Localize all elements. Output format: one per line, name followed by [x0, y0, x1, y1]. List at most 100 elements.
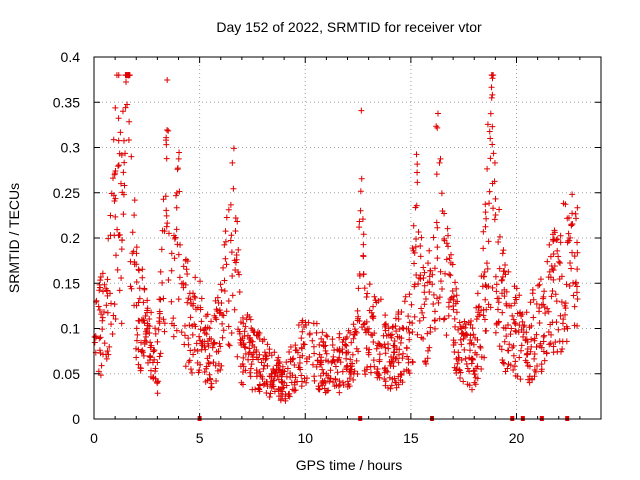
- data-point: [256, 368, 263, 375]
- x-tick-labels: 0 5 10 15 20: [90, 430, 524, 446]
- data-point: [343, 349, 350, 356]
- data-point: [223, 261, 230, 268]
- data-point: [508, 325, 515, 332]
- data-point: [97, 284, 104, 291]
- data-point: [546, 268, 553, 275]
- data-point: [426, 344, 433, 351]
- data-point: [170, 333, 177, 340]
- data-point: [371, 363, 378, 370]
- data-point: [520, 329, 527, 336]
- data-point: [549, 266, 556, 273]
- data-point: [120, 137, 127, 144]
- data-point: [413, 202, 420, 209]
- data-point: [344, 333, 351, 340]
- data-point: [430, 291, 437, 298]
- data-point: [411, 260, 418, 267]
- data-point: [532, 368, 539, 375]
- data-point: [397, 339, 404, 346]
- data-point: [313, 363, 320, 370]
- data-point: [176, 274, 183, 281]
- data-point: [545, 308, 552, 315]
- data-point: [452, 279, 459, 286]
- data-point: [212, 362, 219, 369]
- data-point: [209, 344, 216, 351]
- data-point: [142, 313, 149, 320]
- data-point: [214, 294, 221, 301]
- data-point: [443, 240, 450, 247]
- data-point: [357, 207, 364, 214]
- data-point: [112, 167, 119, 174]
- data-point: [514, 373, 521, 380]
- data-point: [355, 348, 362, 355]
- data-point: [396, 351, 403, 358]
- data-point: [361, 285, 368, 292]
- data-point: [365, 325, 372, 332]
- data-point: [123, 79, 130, 86]
- y-tick-label: 0: [72, 411, 80, 427]
- data-point: [390, 342, 397, 349]
- data-point: [500, 247, 507, 254]
- data-point: [266, 393, 273, 400]
- data-point: [362, 371, 369, 378]
- data-point: [108, 300, 115, 307]
- data-point: [131, 197, 138, 204]
- data-point: [173, 226, 180, 233]
- data-point: [557, 232, 564, 239]
- data-point: [385, 325, 392, 332]
- data-point: [478, 365, 485, 372]
- data-point: [321, 343, 328, 350]
- data-point: [146, 323, 153, 330]
- data-point: [201, 326, 208, 333]
- data-point: [298, 372, 305, 379]
- data-point: [557, 239, 564, 246]
- data-point: [529, 290, 536, 297]
- data-point: [486, 188, 493, 195]
- data-point: [115, 163, 122, 170]
- data-point: [202, 346, 209, 353]
- data-point: [543, 349, 550, 356]
- data-point: [422, 296, 429, 303]
- data-point: [206, 335, 213, 342]
- data-point: [382, 312, 389, 319]
- data-point: [235, 246, 242, 253]
- data-point: [174, 241, 181, 248]
- data-point: [253, 370, 260, 377]
- data-point: [272, 369, 279, 376]
- data-point: [105, 235, 112, 242]
- data-point: [221, 241, 228, 248]
- data-point: [405, 367, 412, 374]
- data-point: [356, 218, 363, 225]
- x-tick-label: 10: [297, 430, 313, 446]
- data-point: [146, 315, 153, 322]
- data-point: [388, 382, 395, 389]
- data-point: [362, 326, 369, 333]
- data-point: [549, 236, 556, 243]
- data-point: [393, 355, 400, 362]
- data-point: [351, 326, 358, 333]
- data-point: [246, 369, 253, 376]
- data-point: [462, 355, 469, 362]
- data-point: [354, 307, 361, 314]
- data-point: [235, 269, 242, 276]
- data-point: [358, 175, 365, 182]
- data-point: [369, 313, 376, 320]
- data-point: [409, 358, 416, 365]
- data-point: [574, 204, 581, 211]
- data-point: [446, 255, 453, 262]
- data-point: [236, 288, 243, 295]
- data-point: [261, 349, 268, 356]
- data-point: [124, 101, 131, 108]
- data-point: [399, 324, 406, 331]
- data-point: [161, 328, 168, 335]
- data-point: [495, 295, 502, 302]
- data-point: [555, 253, 562, 260]
- data-point: [444, 225, 451, 232]
- data-point: [526, 363, 533, 370]
- data-point: [269, 381, 276, 388]
- data-point: [573, 289, 580, 296]
- data-point: [148, 309, 155, 316]
- data-point: [346, 375, 353, 382]
- data-point: [499, 309, 506, 316]
- data-point: [262, 352, 269, 359]
- data-point: [459, 330, 466, 337]
